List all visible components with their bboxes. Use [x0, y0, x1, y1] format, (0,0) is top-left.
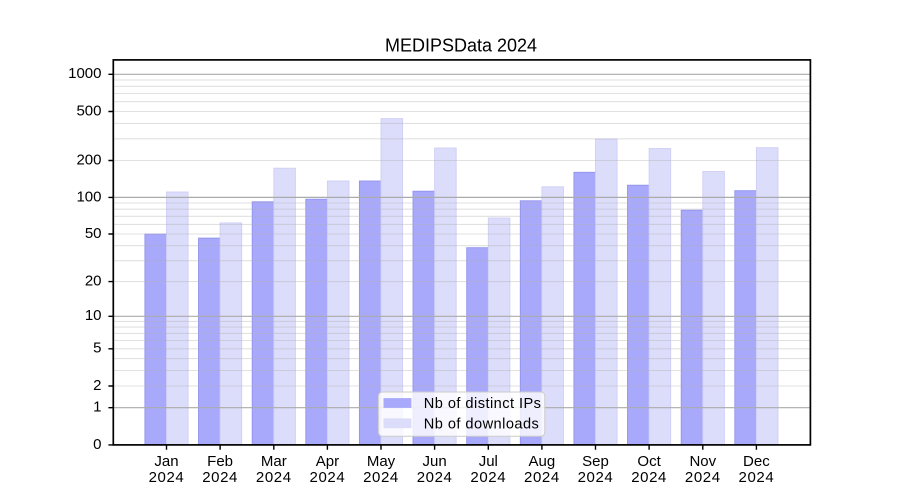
svg-text:10: 10	[85, 307, 102, 324]
svg-text:2024: 2024	[685, 469, 721, 486]
svg-text:Nb of distinct IPs: Nb of distinct IPs	[424, 396, 542, 412]
svg-text:2024: 2024	[417, 469, 453, 486]
svg-text:Apr: Apr	[316, 453, 339, 470]
svg-text:2024: 2024	[739, 469, 775, 486]
svg-text:Jul: Jul	[479, 453, 498, 470]
svg-text:1: 1	[93, 399, 101, 416]
svg-text:500: 500	[76, 102, 101, 119]
svg-text:Oct: Oct	[637, 453, 661, 470]
svg-text:5: 5	[93, 340, 101, 357]
svg-text:2024: 2024	[202, 469, 238, 486]
svg-text:Dec: Dec	[743, 453, 770, 470]
svg-text:2024: 2024	[256, 469, 292, 486]
svg-text:2024: 2024	[310, 469, 346, 486]
svg-text:Jan: Jan	[154, 453, 178, 470]
svg-text:Nb of downloads: Nb of downloads	[424, 416, 539, 432]
svg-text:2024: 2024	[631, 469, 667, 486]
svg-text:2024: 2024	[578, 469, 614, 486]
svg-text:2024: 2024	[363, 469, 399, 486]
svg-text:50: 50	[85, 225, 102, 242]
svg-text:1000: 1000	[68, 65, 101, 82]
svg-text:Nov: Nov	[689, 453, 716, 470]
svg-text:MEDIPSData 2024: MEDIPSData 2024	[385, 36, 537, 56]
svg-text:Aug: Aug	[529, 453, 556, 470]
svg-text:20: 20	[85, 273, 102, 290]
svg-text:Feb: Feb	[207, 453, 233, 470]
svg-text:2024: 2024	[149, 469, 185, 486]
svg-text:200: 200	[76, 151, 101, 168]
svg-text:2024: 2024	[470, 469, 506, 486]
svg-text:0: 0	[93, 436, 101, 453]
svg-text:2024: 2024	[524, 469, 560, 486]
svg-text:May: May	[367, 453, 396, 470]
svg-text:Sep: Sep	[582, 453, 609, 470]
svg-text:Mar: Mar	[261, 453, 287, 470]
svg-text:Jun: Jun	[423, 453, 447, 470]
svg-text:100: 100	[76, 188, 101, 205]
svg-text:2: 2	[93, 377, 101, 394]
